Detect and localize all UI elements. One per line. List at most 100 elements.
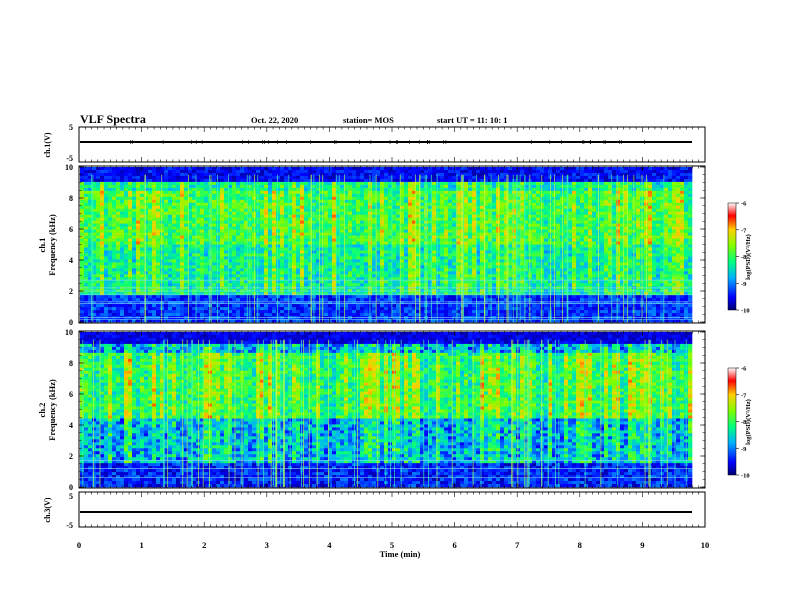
- spectrogram-cell: [304, 307, 309, 311]
- spectrogram-cell: [140, 205, 145, 210]
- spectrogram-cell: [264, 307, 269, 311]
- spectrogram-cell: [384, 223, 389, 227]
- spectrogram-cell: [168, 178, 173, 183]
- spectrogram-cell: [288, 214, 293, 218]
- spectrogram-cell: [380, 184, 385, 189]
- spectrogram-cell: [456, 280, 461, 284]
- spectrogram-cell: [268, 223, 273, 227]
- spectrogram-cell: [224, 301, 229, 305]
- spectrogram-cell: [388, 304, 393, 308]
- spectrogram-cell: [368, 167, 373, 171]
- spectrogram-cell: [208, 265, 213, 269]
- spectrogram-cell: [108, 232, 113, 236]
- spectrogram-cell: [420, 217, 425, 221]
- spectrogram-cell: [80, 211, 85, 215]
- spectrogram-cell: [216, 274, 221, 278]
- spectrogram-cell: [392, 178, 397, 183]
- spectrogram-cell: [392, 280, 397, 284]
- spectrogram-cell: [212, 199, 217, 204]
- spectrogram-cell: [348, 271, 353, 275]
- spectrogram-cell: [88, 169, 93, 174]
- spectrogram-cell: [432, 244, 437, 248]
- spectrogram-cell: [444, 250, 449, 254]
- spectrogram-cell: [304, 205, 309, 210]
- spectrogram-cell: [164, 265, 169, 269]
- spectrogram-cell: [224, 307, 229, 311]
- spectrogram-cell: [112, 280, 117, 284]
- spectrogram-cell: [200, 259, 205, 263]
- spectrogram-cell: [360, 175, 365, 180]
- spectrogram-cell: [364, 304, 369, 308]
- spectrogram-cell: [236, 175, 241, 180]
- spectrogram-cell: [408, 223, 413, 227]
- spectrogram-cell: [436, 223, 441, 227]
- spectrogram-cell: [160, 247, 165, 251]
- spectrogram-cell: [176, 304, 181, 308]
- spectrogram-cell: [456, 211, 461, 215]
- spectrogram-cell: [352, 184, 357, 189]
- spectrogram-cell: [284, 190, 289, 195]
- spectrogram-cell: [188, 214, 193, 218]
- spectrogram-cell: [336, 283, 341, 287]
- spectrogram-cell: [264, 295, 269, 299]
- spectrogram-cell: [116, 217, 121, 221]
- spectrogram-cell: [84, 181, 89, 186]
- spectrogram-cell: [152, 265, 157, 269]
- spectrogram-cell: [200, 304, 205, 308]
- spectrogram-cell: [180, 232, 185, 236]
- spectrogram-cell: [188, 172, 193, 177]
- spectrogram-cell: [324, 313, 329, 317]
- spectrogram-cell: [452, 313, 457, 317]
- spectrogram-cell: [188, 307, 193, 311]
- spectrogram-cell: [412, 247, 417, 251]
- spectrogram-cell: [348, 307, 353, 311]
- spectrogram-cell: [376, 223, 381, 227]
- spectrogram-cell: [192, 241, 197, 245]
- spectrogram-cell: [116, 211, 121, 215]
- spectrogram-cell: [264, 244, 269, 248]
- spectrogram-cell: [364, 220, 369, 224]
- spectrogram-cell: [276, 253, 281, 257]
- spectrogram-cell: [192, 301, 197, 305]
- spectrogram-cell: [356, 167, 361, 171]
- spectrogram-cell: [364, 223, 369, 227]
- spectrogram-cell: [376, 271, 381, 275]
- spectrogram-cell: [160, 238, 165, 242]
- spectrogram-cell: [280, 208, 285, 213]
- spectrogram-cell: [144, 187, 149, 192]
- spectrogram-cell: [400, 235, 405, 239]
- spectrogram-cell: [156, 280, 161, 284]
- spectrogram-cell: [384, 226, 389, 230]
- spectrogram-cell: [168, 238, 173, 242]
- spectrogram-cell: [288, 167, 293, 171]
- spectrogram-cell: [436, 298, 441, 302]
- spectrogram-cell: [84, 175, 89, 180]
- spectrogram-cell: [280, 217, 285, 221]
- spectrogram-cell: [164, 244, 169, 248]
- spectrogram-cell: [268, 262, 273, 266]
- spectrogram-cell: [284, 202, 289, 207]
- spectrogram-cell: [144, 304, 149, 308]
- spectrogram-cell: [84, 205, 89, 210]
- spectrogram-cell: [404, 187, 409, 192]
- spectrogram-cell: [436, 244, 441, 248]
- spectrogram-cell: [136, 241, 141, 245]
- spectrogram-cell: [396, 280, 401, 284]
- spectrogram-cell: [300, 190, 305, 195]
- spectrogram-cell: [116, 202, 121, 207]
- spectrogram-cell: [80, 196, 85, 201]
- spectrogram-cell: [96, 304, 101, 308]
- spectrogram-cell: [152, 247, 157, 251]
- spectrogram-cell: [364, 244, 369, 248]
- spectrogram-cell: [88, 220, 93, 224]
- spectrogram-cell: [384, 274, 389, 278]
- spectrogram-cell: [224, 178, 229, 183]
- spectrogram-cell: [404, 193, 409, 198]
- spectrogram-cell: [136, 310, 141, 314]
- spectrogram-cell: [244, 244, 249, 248]
- spectrogram-cell: [228, 274, 233, 278]
- spectrogram-cell: [380, 310, 385, 314]
- spectrogram-cell: [352, 175, 357, 180]
- spectrogram-cell: [144, 265, 149, 269]
- spectrogram-cell: [228, 211, 233, 215]
